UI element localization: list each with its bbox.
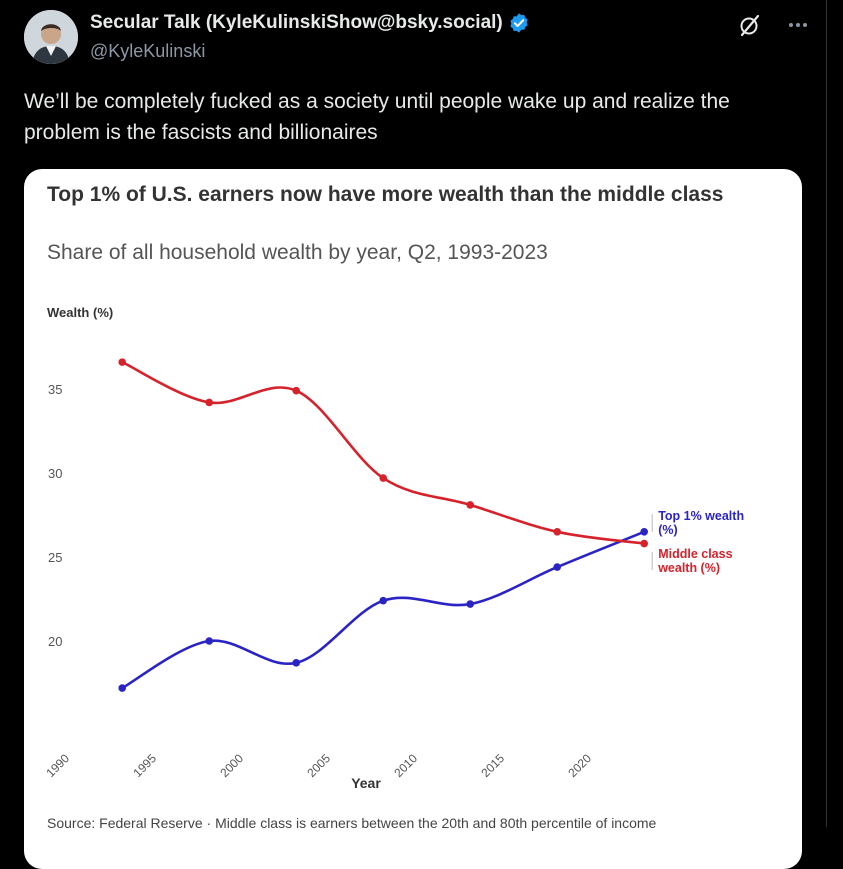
series-label-top1: (%) (658, 523, 677, 537)
x-tick-label: 2005 (304, 751, 333, 780)
verified-badge-icon (510, 13, 528, 33)
y-tick-label: 35 (48, 382, 62, 397)
series-label-middle-class: Middle class (658, 547, 732, 561)
author-handle[interactable]: @KyleKulinski (90, 41, 206, 61)
series-label-top1: Top 1% wealth (658, 509, 744, 523)
data-point-top1 (640, 528, 648, 536)
data-point-top1 (466, 600, 475, 608)
chart-title: Top 1% of U.S. earners now have more wea… (47, 183, 724, 206)
data-point-middle-class (205, 398, 213, 407)
data-point-middle-class (466, 501, 475, 509)
data-point-middle-class (379, 474, 388, 482)
y-tick-label: 25 (48, 550, 62, 565)
y-axis-label: Wealth (%) (47, 305, 113, 320)
x-tick-label: 2000 (217, 751, 246, 780)
data-point-middle-class (292, 386, 301, 395)
post-text: We’ll be completely fucked as a society … (24, 90, 730, 144)
y-tick-label: 20 (48, 634, 62, 649)
more-options-icon[interactable] (783, 10, 813, 40)
series-line-top1 (120, 530, 646, 690)
data-point-top1 (553, 563, 561, 571)
x-axis-label: Year (351, 775, 381, 791)
x-tick-label: 1990 (43, 751, 72, 780)
data-point-top1 (118, 684, 126, 692)
avatar[interactable] (24, 10, 78, 64)
chart-image[interactable]: Top 1% of U.S. earners now have more wea… (24, 169, 802, 869)
post: Secular Talk (KyleKulinskiShow@bsky.soci… (24, 0, 827, 869)
chart-subtitle: Share of all household wealth by year, Q… (47, 241, 548, 264)
column-divider (826, 0, 827, 827)
line-chart: Wealth (%) 20 25 30 35 1990 1995 2000 2005 2010 20… (43, 305, 744, 791)
x-tick-label: 2020 (565, 751, 594, 780)
x-tick-label: 2010 (391, 751, 420, 780)
x-tick-label: 2015 (478, 751, 507, 780)
author-name[interactable]: Secular Talk (KyleKulinskiShow@bsky.soci… (90, 12, 503, 33)
data-point-middle-class (118, 358, 126, 366)
x-tick-label: 1995 (130, 751, 159, 780)
data-point-middle-class (553, 528, 561, 536)
data-point-top1 (379, 596, 388, 605)
series-label-middle-class: wealth (%) (657, 561, 720, 575)
grok-icon[interactable] (735, 10, 765, 40)
series-line-middle-class (120, 360, 646, 545)
data-point-top1 (205, 637, 213, 645)
data-point-top1 (292, 659, 301, 667)
y-tick-label: 30 (48, 466, 62, 481)
chart-source: Source: Federal Reserve · Middle class i… (47, 815, 657, 831)
data-point-middle-class (640, 539, 648, 548)
